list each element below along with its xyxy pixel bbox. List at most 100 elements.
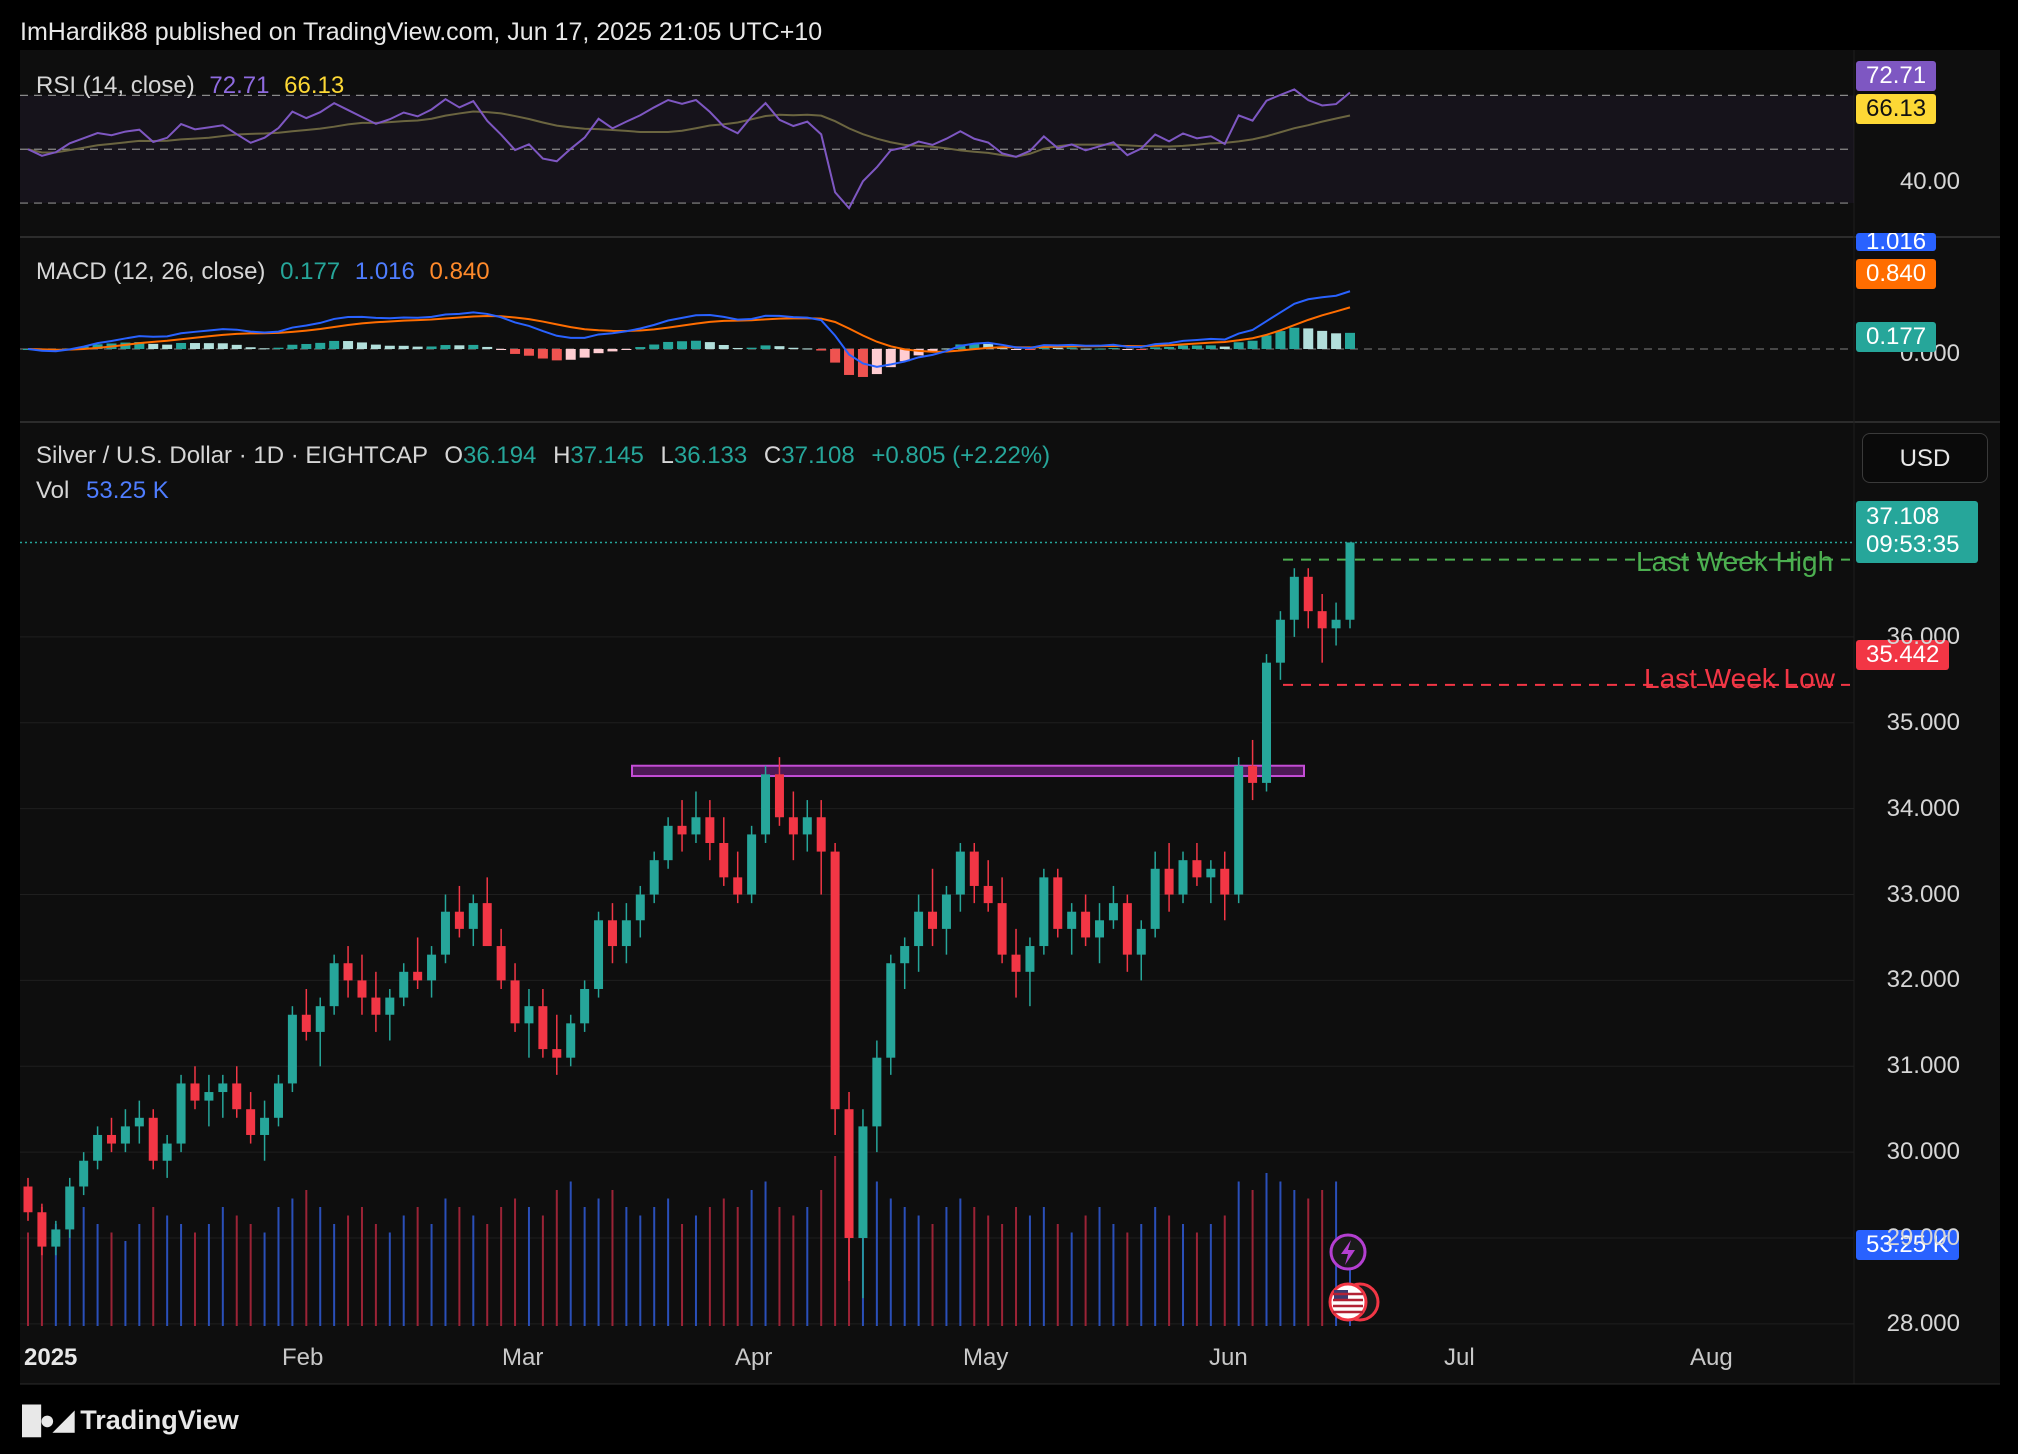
- candle-body: [1220, 868, 1230, 895]
- macd-hist-bar: [343, 341, 354, 349]
- macd-hist-bar: [1122, 349, 1133, 350]
- time-axis-label: Mar: [502, 1344, 544, 1371]
- candle-body: [858, 1126, 868, 1239]
- candle-body: [900, 946, 910, 964]
- macd-hist-bar: [1289, 327, 1300, 349]
- macd-hist-bar: [1024, 349, 1035, 350]
- macd-legend[interactable]: MACD (12, 26, close) 0.177 1.016 0.840: [36, 258, 490, 286]
- macd-hist-bar: [537, 349, 548, 359]
- macd-hist-bar: [885, 349, 896, 368]
- macd-hist-bar: [690, 340, 701, 349]
- candle-body: [301, 1014, 311, 1032]
- last-price-tag: 37.108 09:53:35: [1856, 501, 1978, 563]
- macd-hist-bar: [593, 349, 604, 354]
- macd-hist-bar: [287, 344, 298, 349]
- macd-hist-bar: [398, 345, 409, 349]
- macd-hist-bar: [1233, 342, 1244, 349]
- candle-body: [1081, 911, 1091, 938]
- candle-body: [997, 903, 1007, 955]
- candle-body: [524, 1006, 534, 1024]
- price-axis-label: 33.000: [1886, 880, 1960, 908]
- macd-hist-bar: [454, 345, 465, 349]
- time-axis-label: Jul: [1444, 1344, 1475, 1371]
- candle-body: [246, 1109, 256, 1135]
- macd-hist-bar: [816, 349, 827, 351]
- currency-button[interactable]: USD: [1862, 433, 1988, 483]
- macd-hist-bar: [746, 347, 757, 349]
- macd-hist-bar: [78, 346, 89, 349]
- candle-body: [1262, 662, 1272, 783]
- time-axis-label: Apr: [735, 1344, 773, 1371]
- us-flag-icon: [1328, 1282, 1368, 1322]
- candle-body: [928, 911, 938, 929]
- candle-body: [1303, 576, 1313, 612]
- time-axis-label: Feb: [282, 1344, 324, 1371]
- macd-hist-bar: [913, 349, 924, 356]
- macd-hist-bar: [468, 344, 479, 349]
- macd-hist-bar: [1108, 347, 1119, 349]
- macd-line: [27, 290, 1351, 368]
- macd-hist-bar: [871, 349, 882, 375]
- candle-body: [23, 1186, 33, 1213]
- candle-body: [1317, 611, 1327, 629]
- time-axis-label: 2025: [24, 1344, 78, 1371]
- time-axis-label: Jun: [1209, 1344, 1248, 1371]
- macd-hist-bar: [92, 344, 103, 349]
- candle-body: [955, 851, 965, 895]
- resistance-zone: [631, 764, 1305, 778]
- macd-hist-bar: [663, 341, 674, 349]
- macd-hist-bar: [732, 347, 743, 349]
- flag-canton: [1334, 1290, 1348, 1301]
- candle-body: [273, 1083, 283, 1118]
- macd-hist-bar: [384, 345, 395, 349]
- macd-hist-tag: 0.177: [1856, 322, 1937, 352]
- candle-body: [774, 774, 784, 818]
- rsi-legend[interactable]: RSI (14, close) 72.71 66.13: [36, 72, 344, 100]
- macd-signal-value: 0.840: [429, 258, 490, 285]
- macd-hist-bar: [1205, 345, 1216, 349]
- tradingview-logo[interactable]: █●◢ TradingView: [22, 1405, 239, 1435]
- rsi-ma-value: 66.13: [284, 72, 345, 99]
- macd-hist-bar: [621, 349, 632, 350]
- bar-countdown: 09:53:35: [1866, 531, 1960, 558]
- macd-hist-bar: [134, 342, 145, 349]
- candle-body: [427, 954, 437, 981]
- macd-hist-bar: [1066, 347, 1077, 349]
- event-icons[interactable]: [1328, 1233, 1380, 1322]
- macd-hist-bar: [259, 348, 270, 350]
- volume-value: 53.25 K: [86, 477, 169, 504]
- macd-hist-bar: [370, 344, 381, 349]
- candle-body: [677, 825, 687, 835]
- macd-hist-bar: [551, 349, 562, 361]
- macd-hist-bar: [565, 349, 576, 360]
- price-axis-label: 36.000: [1886, 622, 1960, 650]
- macd-hist-bar: [649, 344, 660, 349]
- change-value: +0.805 (+2.22%): [871, 442, 1051, 469]
- last-week-low-label: Last Week Low: [1644, 663, 1835, 694]
- volume-legend[interactable]: Vol 53.25 K: [36, 477, 169, 504]
- candle-body: [941, 894, 951, 929]
- candle-body: [1150, 868, 1160, 929]
- rsi-pane: [20, 88, 1854, 210]
- price-axis-label: 35.000: [1886, 708, 1960, 736]
- candle-body: [287, 1014, 297, 1084]
- macd-hist-bar: [802, 348, 813, 350]
- candle-body: [468, 903, 478, 929]
- macd-hist-bar: [440, 345, 451, 349]
- candle-body: [440, 911, 450, 955]
- rsi-ma-tag: 66.13: [1856, 94, 1937, 124]
- macd-hist-bar: [1345, 332, 1355, 349]
- macd-hist-bar: [579, 349, 590, 358]
- candle-body: [510, 980, 520, 1024]
- macd-hist-bar: [774, 346, 785, 349]
- tv-logo-icon: █●◢: [22, 1405, 74, 1435]
- macd-hist-bar: [510, 349, 521, 354]
- high-value: 37.145: [570, 442, 644, 469]
- symbol-legend[interactable]: Silver / U.S. Dollar · 1D · EIGHTCAP O36…: [36, 442, 1051, 469]
- macd-hist-bar: [788, 347, 799, 349]
- candle-body: [552, 1049, 562, 1058]
- candle-body: [65, 1186, 75, 1230]
- macd-hist-bar: [1219, 346, 1230, 349]
- candle-body: [218, 1083, 228, 1093]
